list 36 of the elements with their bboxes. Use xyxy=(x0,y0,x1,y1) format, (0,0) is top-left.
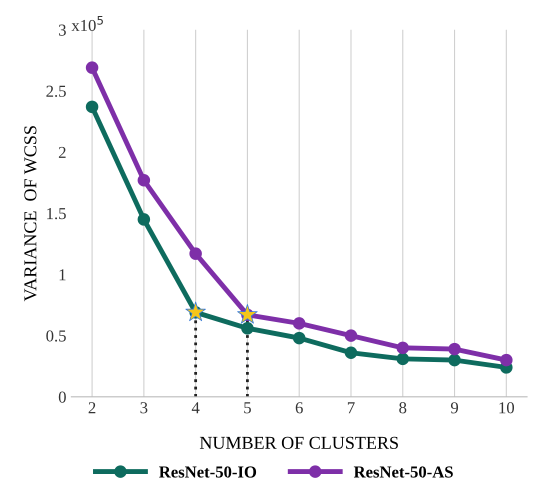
point xyxy=(448,354,461,366)
y-tick-label: 1.5 xyxy=(47,208,66,220)
point xyxy=(189,247,202,260)
y-tick-label: 2.5 xyxy=(46,86,66,97)
y-axis-title: VARIANCE OF WCSS xyxy=(24,126,37,302)
x-tick-label: 3 xyxy=(140,402,148,414)
legend-label: ResNet-50-AS xyxy=(354,466,453,478)
x-tick-label: 8 xyxy=(399,402,406,414)
point xyxy=(241,322,254,335)
y-tick-label: 3 xyxy=(58,24,66,36)
x-tick-label: 9 xyxy=(450,402,458,414)
x-tick-label: 5 xyxy=(244,402,251,414)
point xyxy=(448,342,461,356)
point xyxy=(86,100,98,114)
x-tick-label: 7 xyxy=(348,402,355,414)
x-tick-label: 2 xyxy=(88,402,96,414)
point xyxy=(138,213,150,226)
point xyxy=(396,342,410,354)
x-tick-label: 4 xyxy=(192,402,200,414)
y-tick-label: 0 xyxy=(58,392,66,403)
legend-label: ResNet-50-IO xyxy=(159,466,256,478)
x-tick-label: 6 xyxy=(296,402,303,414)
y-tick-label: 2 xyxy=(58,146,66,158)
point xyxy=(500,354,513,366)
point xyxy=(86,61,98,74)
annotation: x10$^{5}$ xyxy=(72,16,103,32)
point xyxy=(292,317,306,330)
x-axis-title: NUMBER OF CLUSTERS xyxy=(200,436,398,449)
x-tick-label: 10 xyxy=(499,402,514,414)
point xyxy=(292,332,306,344)
point xyxy=(396,352,410,366)
point xyxy=(344,329,358,342)
point xyxy=(138,174,150,186)
y-tick-label: 0.5 xyxy=(46,330,66,342)
y-tick-label: 1 xyxy=(60,269,66,280)
point xyxy=(344,346,358,360)
